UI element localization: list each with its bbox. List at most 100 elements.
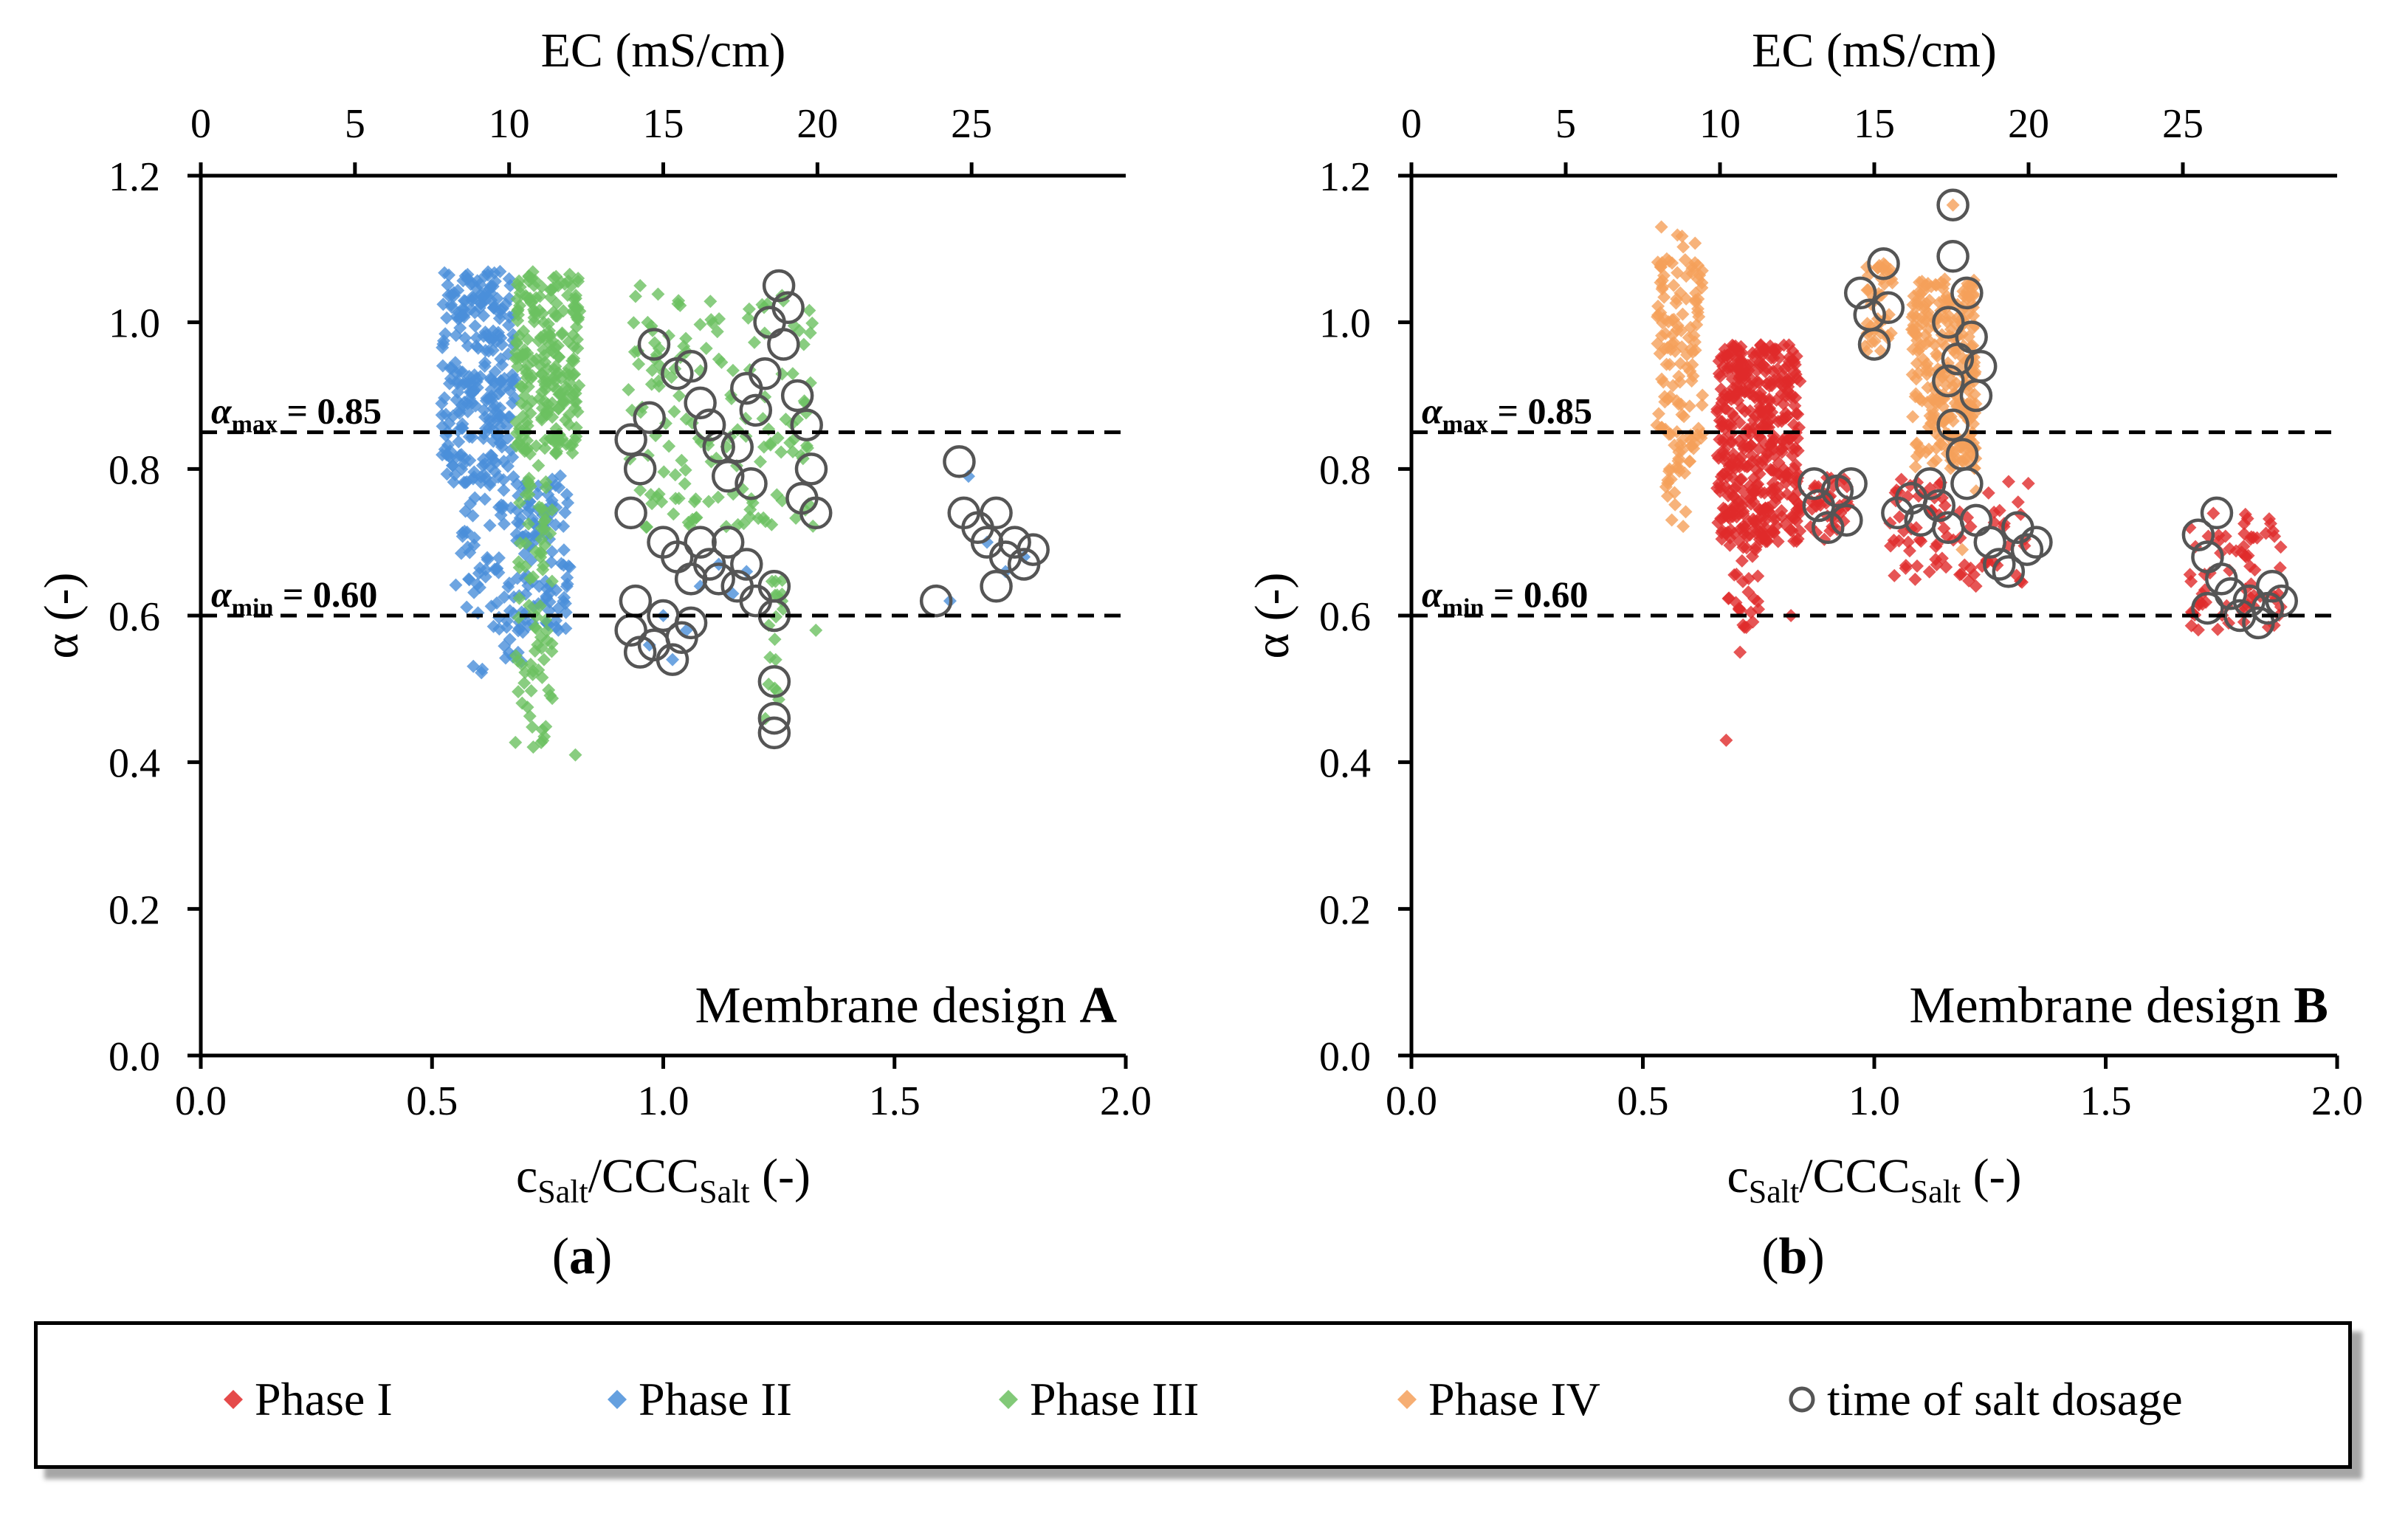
- data-point: [1729, 339, 1743, 353]
- salt-dosage-marker: [739, 584, 773, 618]
- data-point: [484, 599, 498, 613]
- salt-dosage-marker: [785, 481, 819, 515]
- data-point: [1752, 602, 1766, 616]
- y-tick-label: 0.2: [1319, 887, 1371, 933]
- data-point: [532, 458, 546, 472]
- data-point: [1992, 503, 2006, 517]
- data-point: [1741, 585, 1755, 599]
- y-tick-label: 0.4: [109, 741, 160, 787]
- salt-dosage-marker: [702, 562, 735, 596]
- data-point: [558, 506, 572, 520]
- data-point: [1743, 479, 1757, 493]
- data-point: [1766, 476, 1780, 490]
- data-point: [477, 309, 491, 323]
- data-point: [675, 453, 689, 467]
- data-point: [1950, 376, 1964, 390]
- data-point: [1908, 572, 1922, 586]
- data-point: [1930, 558, 1944, 572]
- data-point: [458, 475, 472, 489]
- data-point: [1733, 645, 1747, 659]
- data-point: [1761, 501, 1775, 515]
- threshold-label-max: αmax = 0.85: [1422, 390, 1592, 438]
- data-point: [1695, 276, 1709, 290]
- x-tick-label: 1.0: [638, 1078, 689, 1124]
- salt-dosage-marker: [1955, 320, 1988, 354]
- salt-dosage-marker: [2020, 526, 2053, 559]
- data-point: [668, 468, 682, 482]
- data-point: [1691, 292, 1705, 306]
- y-axis-title: α (-): [35, 572, 89, 658]
- data-point: [785, 367, 799, 381]
- data-point: [1688, 236, 1702, 250]
- membrane-design-annotation: Membrane design B: [1909, 977, 2328, 1034]
- data-point: [1679, 505, 1693, 519]
- data-point: [530, 487, 544, 501]
- data-point: [2011, 495, 2025, 509]
- data-point: [1767, 463, 1781, 477]
- data-point: [489, 455, 503, 469]
- data-point: [533, 359, 547, 373]
- data-point: [1907, 318, 1921, 332]
- data-point: [1908, 460, 1922, 474]
- series-salt-dosage: [614, 269, 1050, 750]
- data-point: [441, 438, 455, 452]
- data-point: [484, 389, 498, 403]
- salt-dosage-marker: [674, 350, 708, 383]
- data-point: [512, 591, 526, 605]
- top-tick-label: 25: [951, 101, 992, 147]
- data-point: [1694, 431, 1708, 445]
- data-point: [450, 393, 464, 407]
- data-point: [689, 511, 703, 525]
- data-point: [1654, 260, 1668, 274]
- data-point: [673, 298, 687, 312]
- data-point: [1744, 491, 1758, 505]
- data-point: [572, 379, 586, 393]
- data-point: [540, 407, 554, 421]
- data-point: [1676, 240, 1690, 254]
- data-point: [469, 339, 484, 353]
- data-point: [1786, 418, 1800, 432]
- data-point: [1679, 292, 1693, 306]
- salt-dosage-marker: [780, 379, 814, 413]
- data-point: [710, 325, 724, 339]
- data-point: [1714, 419, 1728, 433]
- data-point: [1908, 390, 1922, 404]
- data-point: [1951, 452, 1965, 466]
- panel-label: (a): [552, 1228, 613, 1285]
- data-point: [1779, 468, 1793, 482]
- data-point: [442, 268, 456, 282]
- x-tick-label: 2.0: [2311, 1078, 2363, 1124]
- data-point: [1885, 272, 1899, 286]
- green-diamond-icon: [997, 1388, 1019, 1411]
- chart-panel-a: 0.0 0.2 0.4 0.6 0.8 1.0 1.2 0.0 0.5 1.0 1.5 2.0 0 5 10…: [35, 24, 1152, 1285]
- data-point: [490, 562, 504, 576]
- data-point: [672, 492, 686, 506]
- data-point: [657, 465, 671, 479]
- data-point: [803, 326, 817, 340]
- y-tick-label: 0.0: [109, 1034, 160, 1080]
- legend-item-phase-iii: Phase III: [997, 1372, 1199, 1427]
- data-point: [469, 331, 484, 345]
- data-point: [502, 272, 516, 286]
- data-point: [438, 327, 453, 341]
- data-point: [527, 314, 541, 328]
- data-point: [789, 511, 803, 525]
- x-axis-title-part: /CCC: [588, 1149, 699, 1203]
- data-point: [546, 371, 560, 385]
- salt-dosage-marker: [762, 269, 796, 303]
- data-point: [497, 483, 511, 497]
- salt-dosage-marker: [1992, 555, 2026, 588]
- salt-dosage-marker: [757, 701, 791, 735]
- data-point: [1727, 526, 1741, 540]
- data-point: [1753, 345, 1767, 359]
- salt-dosage-marker: [1798, 466, 1831, 500]
- panel-label: (b): [1761, 1228, 1825, 1285]
- salt-dosage-marker: [943, 445, 976, 478]
- data-point: [1788, 365, 1802, 379]
- data-point: [471, 606, 485, 620]
- data-point: [513, 496, 527, 510]
- data-point: [490, 292, 504, 306]
- data-point: [1751, 569, 1765, 583]
- data-point: [493, 303, 507, 317]
- data-point: [545, 494, 559, 508]
